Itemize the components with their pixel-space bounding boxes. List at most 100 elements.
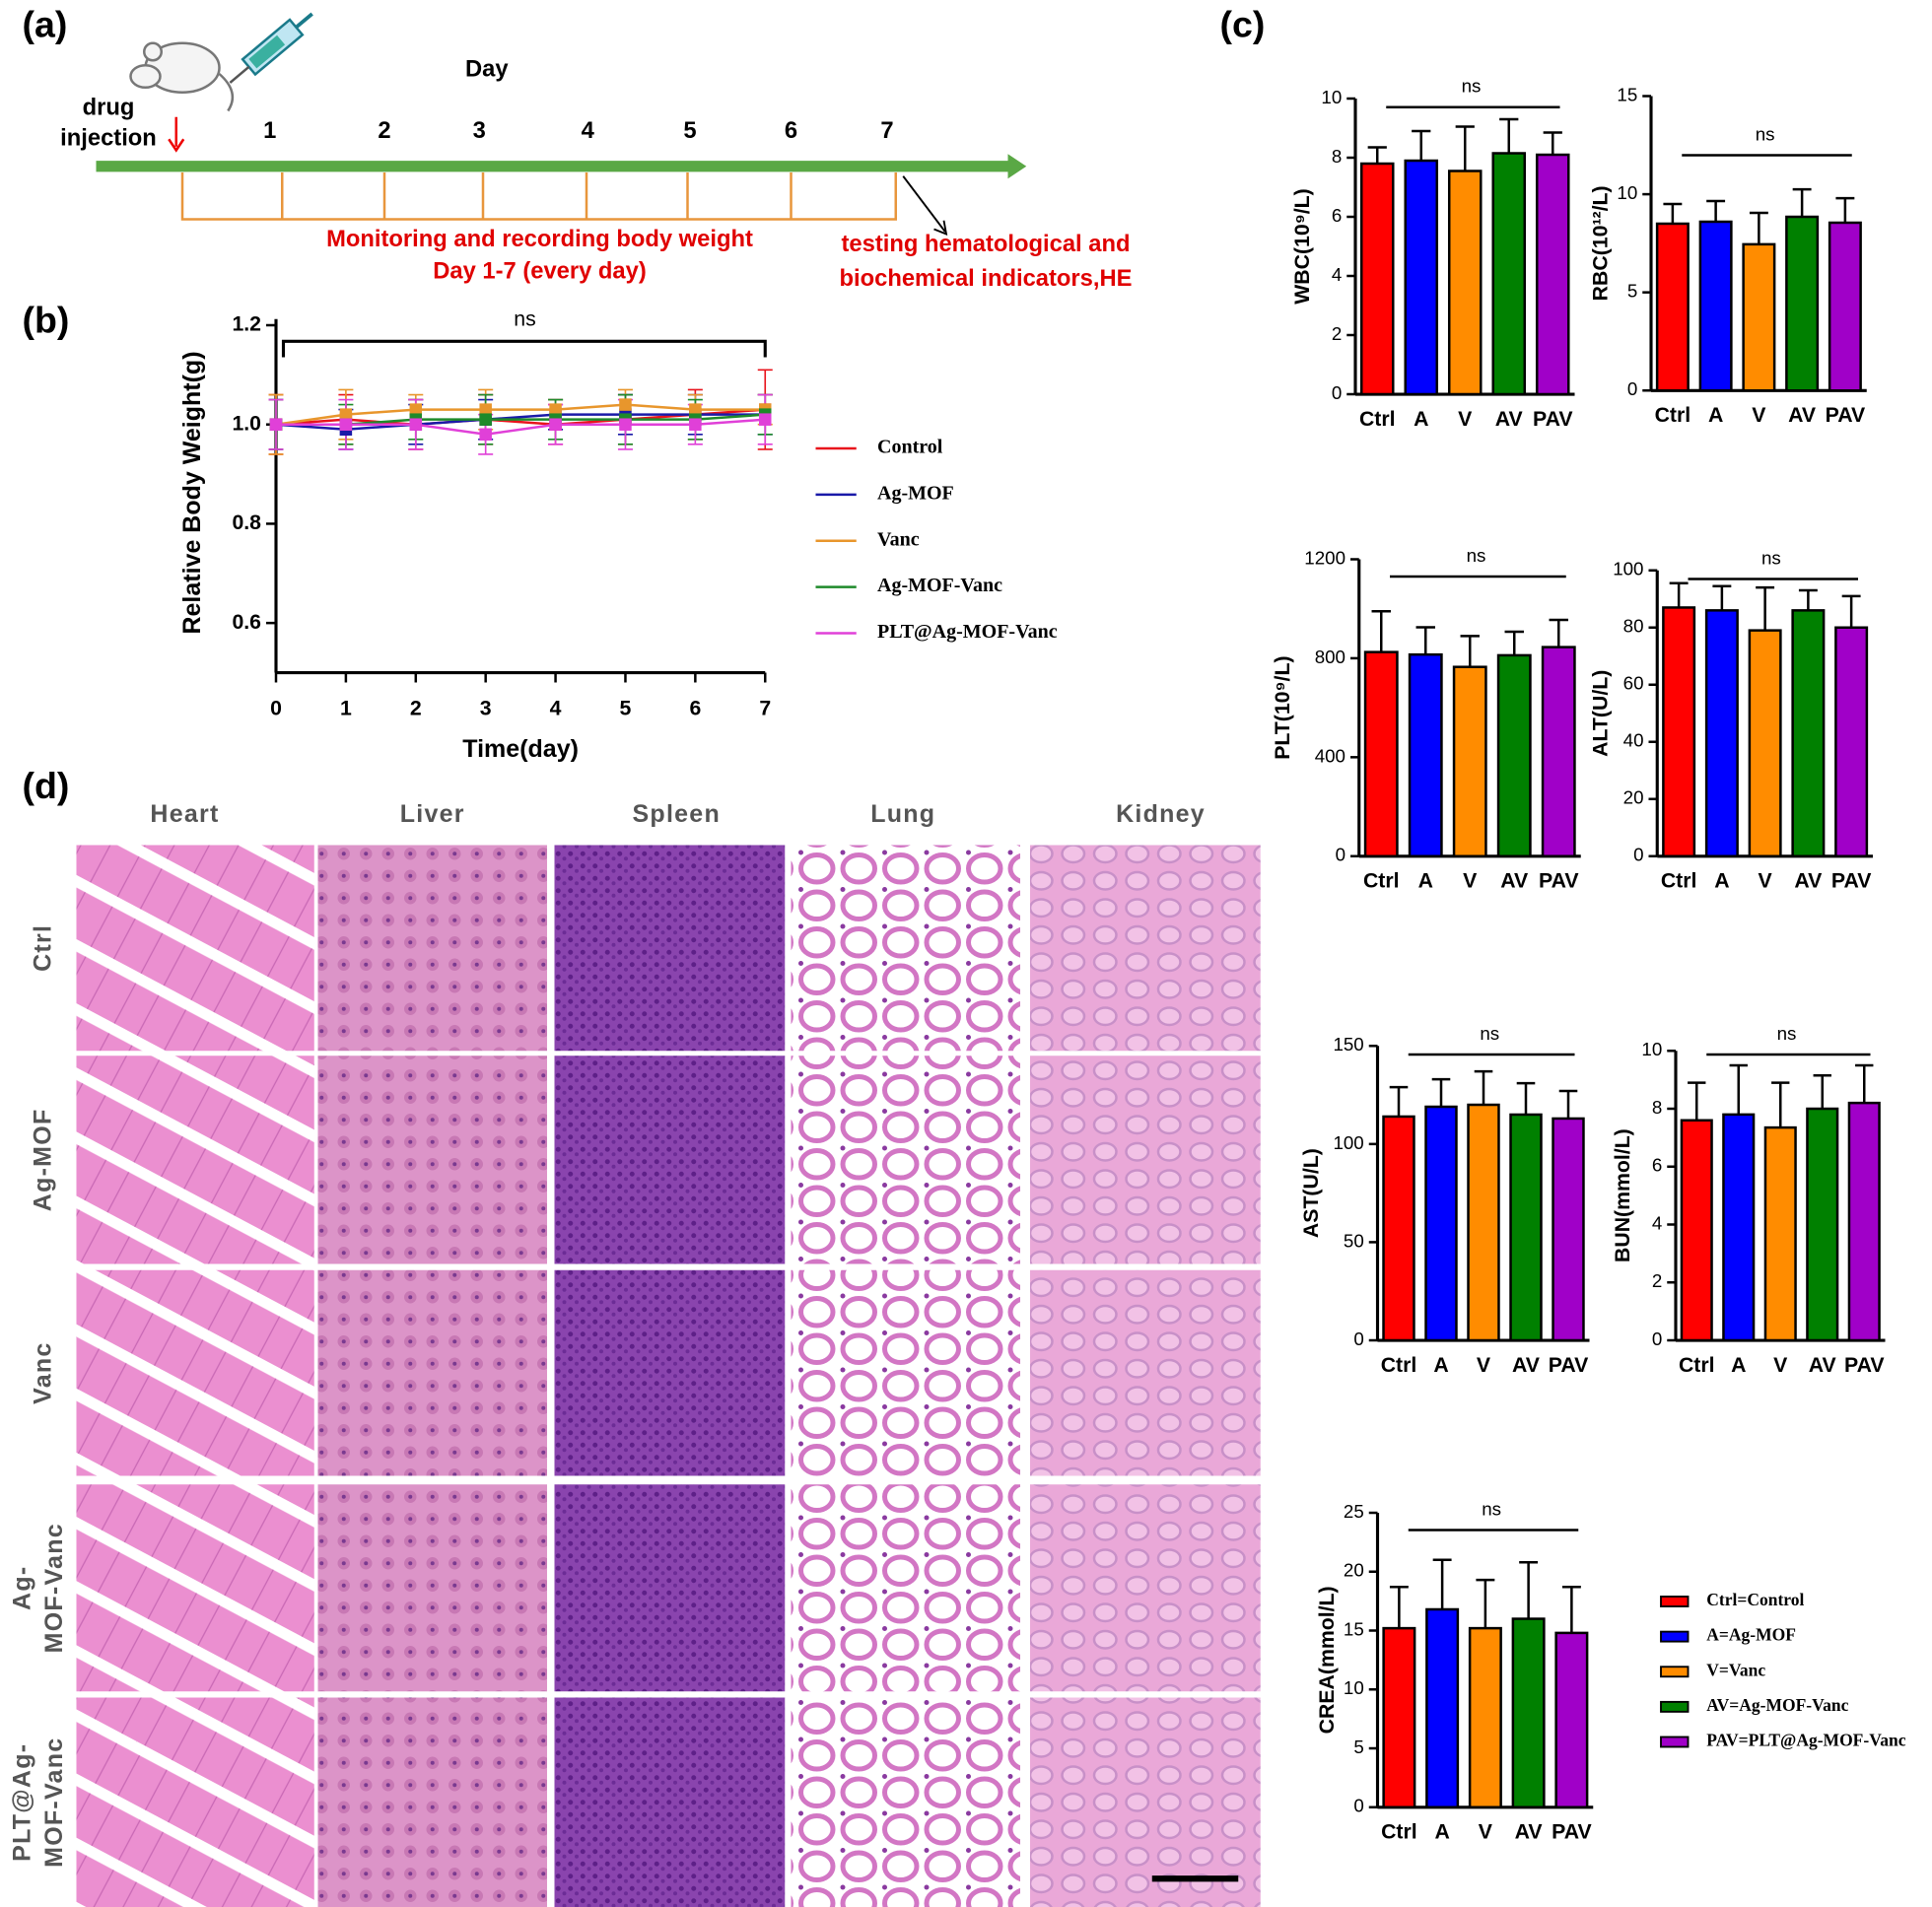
histology-image — [1030, 1484, 1261, 1692]
y-axis-label: BUN(mmol/L) — [1611, 1128, 1634, 1262]
y-axis-label: WBC(10⁹/L) — [1290, 188, 1314, 305]
panel-label: (b) — [23, 299, 70, 340]
error-bar — [1389, 1586, 1409, 1629]
y-tick-label: 2 — [1332, 323, 1342, 344]
y-tick-label: 1.0 — [232, 411, 261, 435]
y-tick-label: 800 — [1315, 647, 1346, 667]
error-bar — [1688, 1081, 1706, 1121]
legend-swatch — [1660, 1596, 1690, 1607]
legend-label: PAV=PLT@Ag-MOF-Vanc — [1706, 1731, 1905, 1750]
x-tick-label: Ctrl — [1381, 1820, 1417, 1844]
day-label: 4 — [582, 117, 595, 144]
bar — [1680, 1119, 1713, 1342]
series-line — [276, 418, 766, 437]
decor — [96, 12, 1027, 236]
y-tick-label: 8 — [1652, 1097, 1662, 1118]
bar — [1791, 609, 1826, 858]
y-tick-label: 5 — [1353, 1737, 1363, 1757]
bar — [1541, 646, 1576, 857]
bar — [1785, 215, 1820, 392]
x-tick-label: AV — [1495, 407, 1524, 431]
group-label: Ag- — [8, 1566, 35, 1610]
legend-label: Vanc — [877, 528, 920, 550]
y-tick-label: 0 — [1353, 1328, 1363, 1349]
testing-arrowhead — [933, 220, 948, 236]
data-point — [479, 403, 492, 416]
histology-image — [317, 1484, 547, 1692]
data-point — [409, 403, 423, 416]
x-tick-label: PAV — [1844, 1353, 1885, 1377]
day-label: 6 — [785, 117, 797, 144]
y-axis-label: ALT(U/L) — [1589, 670, 1613, 757]
x-tick-label: V — [1752, 403, 1766, 427]
y-tick-label: 400 — [1315, 745, 1346, 766]
y-axis-label: Relative Body Weight(g) — [178, 351, 206, 634]
y-tick-label: 0 — [1627, 378, 1637, 399]
x-tick-label: Ctrl — [1381, 1353, 1417, 1377]
histology-image — [554, 1484, 786, 1692]
y-tick-label: 100 — [1333, 1132, 1363, 1153]
error-bar — [1415, 626, 1435, 655]
significance-label: ns — [1467, 545, 1486, 566]
error-bar — [1558, 1089, 1578, 1119]
error-bar — [1756, 585, 1775, 631]
data-point — [549, 403, 562, 416]
significance-label: ns — [1761, 547, 1781, 568]
organ-label: Spleen — [633, 800, 721, 828]
legend-label: Control — [877, 437, 943, 458]
y-tick-label: 40 — [1623, 730, 1644, 751]
x-tick-label: 7 — [759, 697, 771, 720]
organ-label: Kidney — [1116, 800, 1206, 828]
error-bar — [1455, 125, 1475, 171]
x-tick-label: AV — [1500, 869, 1529, 893]
y-tick-label: 50 — [1344, 1230, 1364, 1251]
bar — [1491, 152, 1527, 396]
bar — [1404, 159, 1439, 396]
x-tick-label: V — [1463, 869, 1478, 893]
x-tick-label: Ctrl — [1679, 1353, 1715, 1377]
significance-bracket — [281, 339, 767, 358]
x-tick-label: PAV — [1549, 1353, 1589, 1377]
data-point — [619, 418, 632, 431]
histology-image — [1030, 1056, 1261, 1264]
x-axis-label: Time(day) — [462, 735, 579, 763]
bar — [1704, 609, 1739, 858]
data-point — [339, 408, 353, 421]
legend-label: Ag-MOF — [877, 482, 954, 504]
error-bar — [1460, 635, 1480, 667]
histology-image — [1030, 1269, 1261, 1476]
error-bar — [1543, 131, 1562, 155]
histology-image — [76, 1697, 314, 1907]
x-tick-label: AV — [1515, 1820, 1544, 1844]
y-axis-label: PLT(10⁹/L) — [1271, 655, 1294, 759]
error-bar — [1389, 1085, 1409, 1117]
data-point — [409, 418, 423, 431]
bar — [1496, 653, 1532, 857]
y-tick-label: 0 — [1353, 1796, 1363, 1816]
data-point — [479, 413, 492, 426]
error-bar — [1516, 1081, 1536, 1115]
bar — [1662, 606, 1696, 857]
x-tick-label: V — [1477, 1353, 1491, 1377]
group-label: Ctrl — [30, 924, 57, 972]
x-tick-label: AV — [1809, 1353, 1837, 1377]
timeline-arrowhead — [1007, 154, 1027, 179]
bar — [1511, 1617, 1546, 1809]
error-bar — [1712, 584, 1732, 611]
x-tick-label: AV — [1512, 1353, 1541, 1377]
bar — [1847, 1101, 1881, 1342]
injection-label: drug — [83, 94, 135, 120]
histology-image — [317, 1697, 547, 1907]
y-axis-label: AST(U/L) — [1299, 1148, 1323, 1238]
monitor-label: Monitoring and recording body weight — [326, 226, 753, 252]
bar — [1447, 170, 1483, 396]
error-bar — [1504, 630, 1524, 655]
error-bar — [1663, 202, 1683, 224]
legend-swatch — [1660, 1666, 1690, 1678]
data-point — [619, 398, 632, 411]
bar — [1722, 1113, 1756, 1342]
bar — [1408, 652, 1443, 858]
day-title: Day — [465, 56, 509, 83]
y-tick-label: 1.2 — [232, 312, 261, 336]
error-bar — [1706, 199, 1726, 222]
